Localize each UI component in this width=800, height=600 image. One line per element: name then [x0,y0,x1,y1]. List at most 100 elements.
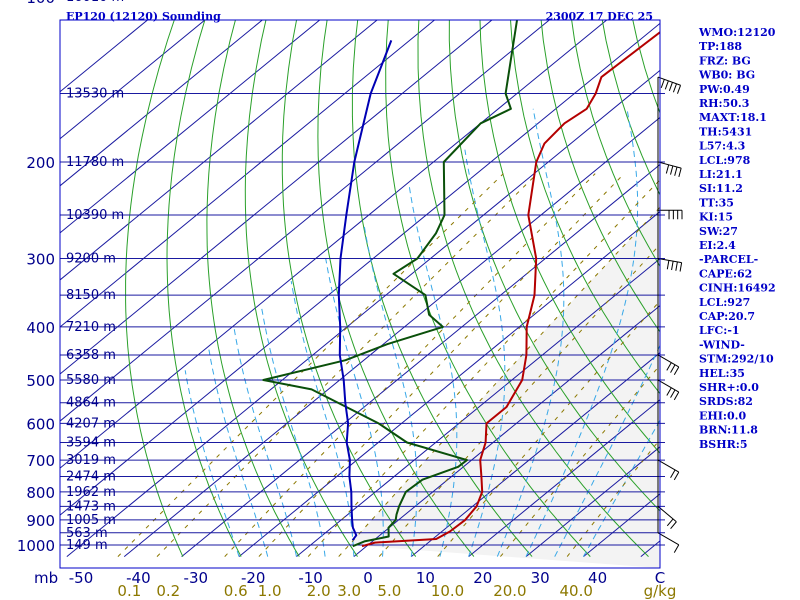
mixing-ratio-label: 5.0 [377,582,401,600]
index-line: PW:0.49 [699,83,750,96]
dry-adiabat-line [417,20,649,557]
moist-adiabat-line [496,108,565,557]
wind-barb-flag [670,364,676,373]
pressure-label: 500 [26,372,55,390]
pressure-label: 400 [26,319,55,337]
wind-barb-flag [670,521,677,529]
isotherm-line [60,20,149,93]
index-line: LCL:978 [699,154,751,167]
chart-title: EP120 (12120) Sounding [66,10,221,23]
height-label: 13530 m [66,86,124,101]
index-line: MAXT:18.1 [699,111,767,124]
moist-adiabat-line [233,326,297,557]
wind-barb-flag [666,518,674,527]
stable-layer-shading [349,20,660,568]
dewpoint-trace [262,20,519,548]
index-line: WB0: BG [698,69,755,82]
dry-adiabat-line [510,20,660,395]
index-line: RH:50.3 [699,97,749,110]
index-line: LI:21.1 [699,168,743,181]
wind-barb-flag [668,82,673,91]
pressure-label: 300 [26,250,55,268]
wind-barb [657,532,680,546]
wind-barb [657,379,680,393]
dry-adiabat-line [244,20,358,557]
wind-barb-flag [671,261,674,271]
wind-barb-flag [673,391,680,401]
wind-barb-flag [674,166,678,176]
index-line: TP:188 [699,40,742,53]
height-label: 16010 m [66,0,124,5]
mixing-ratio-line [437,300,660,557]
wind-barb-flag [679,262,683,272]
wind-barb [657,505,677,523]
mixing-ratio-label: 40.0 [560,582,593,600]
wind-barb-flag [675,261,678,271]
moist-adiabat-line [525,108,639,557]
pressure-label: 600 [26,415,55,433]
mixing-ratio-label: 2.0 [307,582,331,600]
temperature-tick-label: -30 [184,569,209,587]
isotherm-line [60,20,378,281]
wind-barb-flag [670,165,674,175]
isotherm-line [66,69,660,557]
height-label: 1473 m [66,499,116,514]
index-line: STM:292/10 [699,353,774,366]
wind-barb-flag [666,362,672,371]
dry-adiabat-line [540,20,660,333]
mixing-ratio-label: 0.1 [117,582,141,600]
index-line: CAPE:62 [699,267,752,280]
dry-adiabat-line [317,20,475,557]
dry-adiabat-line [448,20,660,512]
height-label: 1005 m [66,513,116,528]
plot-frame [59,19,661,569]
temperature-tick-label: 0 [363,569,373,587]
wind-barb-flag [670,389,676,398]
isotherm-lines [60,20,660,557]
height-label: 4207 m [66,416,116,431]
temperature-tick-label: 10 [416,569,435,587]
index-line: SW:27 [699,225,738,238]
index-line: CAP:20.7 [699,310,755,323]
index-line: FRZ: BG [699,54,751,67]
moist-adiabat-line [208,349,269,557]
wind-barb [657,161,682,169]
height-label: 7210 m [66,320,116,335]
height-label: 5580 m [66,373,116,388]
moist-adiabat-line [184,370,240,557]
moist-adiabat-line [290,281,355,557]
isotherm-line [60,20,321,234]
temperature-tick-label: -50 [69,569,94,587]
isotherm-line [353,305,660,557]
index-line: KI:15 [699,211,733,224]
dry-adiabat-line [125,20,184,557]
moist-adiabat-line [408,184,458,557]
isotherm-line [60,20,493,375]
wind-barb-flag [670,469,676,478]
temperature-tick-label: -20 [241,569,266,587]
temperature-tick-label: 30 [531,569,550,587]
isotherm-line [60,20,608,469]
isotherm-line [60,20,206,140]
mixing-ratio-line [338,206,660,557]
wind-barb [657,354,680,368]
isotherm-line [468,399,660,557]
dry-adiabat-lines [125,9,800,557]
height-label: 1962 m [66,485,116,500]
index-line: -WIND- [699,338,745,351]
stable-shading [349,20,660,568]
index-line: TT:35 [699,196,734,209]
parcel-trace [337,40,393,541]
pressure-label: 100 [26,0,55,7]
isotherm-line [181,163,660,557]
index-line: BRN:11.8 [699,424,758,437]
wind-barb-flag [673,366,680,375]
temperature-tick-label: 20 [473,569,492,587]
index-line: L57:4.3 [699,140,745,153]
index-line: EI:2.4 [699,239,736,252]
dry-adiabat-line [781,9,800,557]
isotherm-line [296,257,660,557]
height-label: 8150 m [66,288,116,303]
